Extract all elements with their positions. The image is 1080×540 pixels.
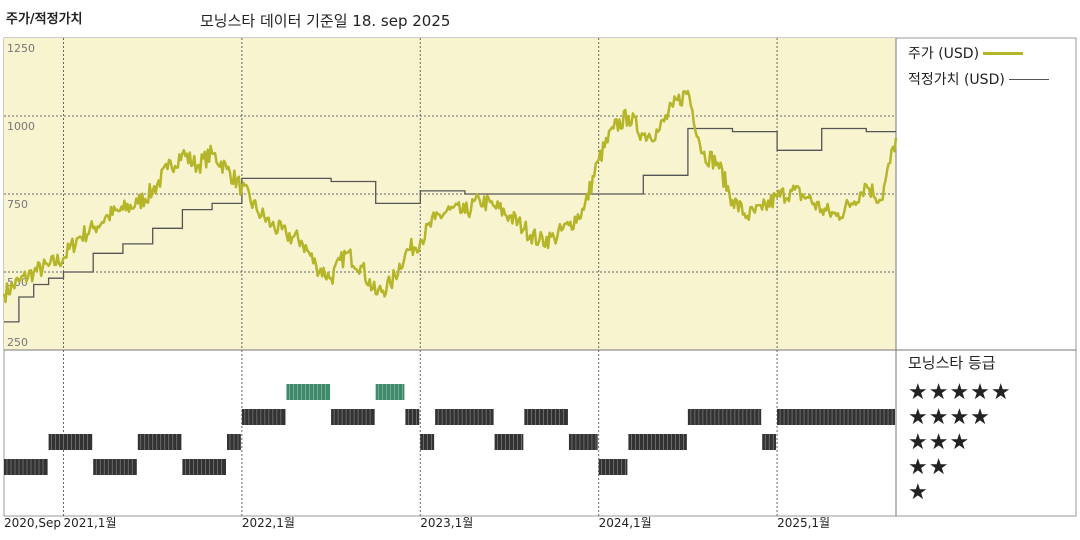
y-tick-label: 750 <box>7 198 28 211</box>
x-tick-label: 2021,1월 <box>63 516 116 530</box>
stars-5: ★★★★★ <box>908 380 1012 405</box>
legend-item-fair: 적정가치 (USD) <box>908 66 1049 92</box>
rating-period <box>420 434 435 450</box>
stars-4: ★★★★ <box>908 405 991 430</box>
fair-value-series-line <box>4 127 896 323</box>
rating-period <box>286 384 331 400</box>
stars-3: ★★★ <box>908 430 971 455</box>
rating-period <box>48 434 93 450</box>
rating-period <box>375 384 405 400</box>
price-series-line <box>2 89 898 304</box>
panel-label: 주가/적정가치 <box>6 12 83 27</box>
rating-period <box>435 409 494 425</box>
x-tick-label: 2023,1월 <box>420 516 473 530</box>
x-tick-labels: 2020,Sep 2021,1월 2022,1월 2023,1월 2024,1월 2025… <box>4 516 830 530</box>
rating-period <box>524 409 568 425</box>
legend-item-price: 주가 (USD) <box>908 40 1049 66</box>
rating-period <box>227 434 241 450</box>
x-tick-label: 2022,1월 <box>242 516 295 530</box>
y-tick-label: 1250 <box>7 42 35 55</box>
y-tick-label: 1000 <box>7 120 35 133</box>
rating-period <box>405 409 420 425</box>
stars-1: ★ <box>908 480 929 505</box>
rating-period <box>241 409 286 425</box>
stars-2: ★★ <box>908 455 950 480</box>
x-tick-label: 2020,Sep <box>4 516 61 530</box>
legend: 주가 (USD) 적정가치 (USD) <box>908 40 1049 92</box>
rating-period <box>93 459 137 475</box>
y-tick-label: 250 <box>7 336 28 349</box>
rating-period <box>762 434 777 450</box>
legend-fair-label: 적정가치 (USD) <box>908 72 1005 88</box>
legend-price-label: 주가 (USD) <box>908 46 980 62</box>
rating-period <box>687 409 762 425</box>
x-tick-label: 2025,1월 <box>777 516 830 530</box>
x-tick-label: 2024,1월 <box>599 516 652 530</box>
chart-title: 모닝스타 데이터 기준일 18. sep 2025 <box>200 12 451 30</box>
rating-bars <box>4 384 895 475</box>
rating-title: 모닝스타 등급 <box>908 354 996 372</box>
rating-period <box>331 409 375 425</box>
legend-price-swatch <box>983 51 1024 55</box>
rating-period <box>137 434 182 450</box>
rating-period <box>777 409 895 425</box>
rating-period <box>494 434 524 450</box>
rating-period <box>568 434 598 450</box>
rating-period <box>182 459 226 475</box>
rating-period <box>628 434 687 450</box>
rating-stars-legend: ★★★★★ ★★★★ ★★★ ★★ ★ <box>908 380 1012 505</box>
rating-period <box>598 459 628 475</box>
legend-fair-swatch <box>1008 78 1049 80</box>
rating-period <box>4 459 48 475</box>
